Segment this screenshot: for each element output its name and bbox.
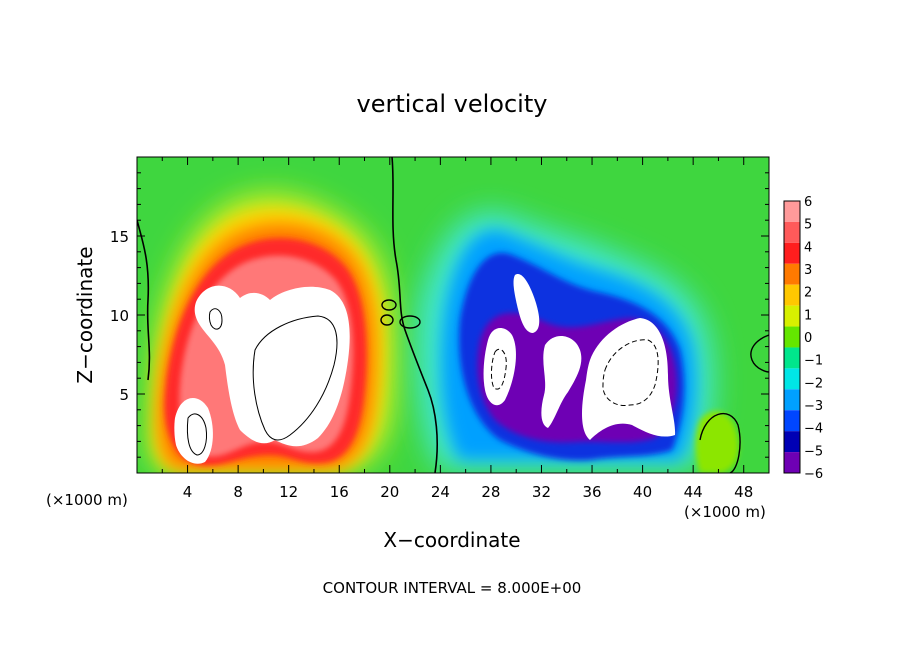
- colorbar-frame: [783, 200, 801, 474]
- chart-title: vertical velocity: [357, 90, 548, 118]
- x-tick-label: 4: [183, 483, 193, 501]
- x-tick-label: 48: [734, 483, 753, 501]
- colorbar-label: 1: [804, 308, 812, 323]
- downdraft-core-b: [483, 328, 516, 406]
- colorbar: 6 5 4 3 2 1 0 −1 −2 −3 −4 −5 −6: [783, 195, 823, 482]
- x-tick-label: 24: [431, 483, 450, 501]
- colorbar-swatch: [784, 368, 800, 390]
- y-axis-label: Z−coordinate: [73, 246, 97, 383]
- right-green-blob: [695, 411, 739, 473]
- colorbar-label: 5: [804, 218, 812, 233]
- zero-contour-left: [137, 219, 151, 381]
- x-tick-label: 20: [380, 483, 399, 501]
- x-tick-label: 12: [279, 483, 298, 501]
- colorbar-label: 6: [804, 195, 812, 210]
- colorbar-label: 0: [804, 331, 812, 346]
- plot-area: [137, 157, 769, 473]
- small-contour-2: [380, 314, 394, 326]
- downdraft-core-a: [513, 274, 540, 333]
- updraft-contour-lower: [186, 413, 207, 456]
- x-tick-label: 32: [532, 483, 551, 501]
- colorbar-swatch: [784, 284, 800, 306]
- colorbar-swatch: [784, 263, 800, 285]
- small-contour-3: [399, 315, 421, 329]
- updraft-core: [194, 285, 350, 447]
- updraft-region: [149, 192, 397, 473]
- x-tick-label: 44: [684, 483, 703, 501]
- x-unit-right: (×1000 m): [684, 503, 766, 521]
- y-axis-ticks: 5 10 15: [110, 172, 769, 458]
- y-tick-label: 15: [110, 228, 129, 246]
- x-tick-label: 40: [633, 483, 652, 501]
- x-tick-label: 36: [582, 483, 601, 501]
- downdraft-contour-b: [602, 339, 659, 407]
- downdraft-core-d: [582, 318, 676, 440]
- right-contour: [699, 413, 741, 473]
- colorbar-label: 4: [804, 240, 812, 255]
- small-contour-1: [381, 299, 397, 311]
- colorbar-label: −6: [804, 467, 823, 482]
- x-axis-ticks: 4 8 12 16 20 24 28 32 36 40 44 48: [161, 157, 753, 501]
- colorbar-label: −2: [804, 376, 823, 391]
- updraft-contour-small: [208, 308, 223, 330]
- colorbar-swatch: [784, 326, 800, 348]
- colorbar-swatch: [784, 347, 800, 369]
- colorbar-label: 3: [804, 263, 812, 278]
- updraft-core-lower: [174, 397, 213, 464]
- colorbar-label: −4: [804, 422, 823, 437]
- x-unit-left: (×1000 m): [46, 491, 128, 509]
- colorbar-swatch: [784, 242, 800, 264]
- updraft-contour: [252, 315, 338, 441]
- colorbar-swatch: [784, 201, 800, 222]
- colorbar-swatch: [784, 410, 800, 432]
- colorbar-label: −3: [804, 399, 823, 414]
- colorbar-swatch: [784, 305, 800, 327]
- downdraft-contour-a: [491, 348, 507, 390]
- right-edge-contour: [750, 334, 769, 373]
- zero-contour-mid: [391, 157, 439, 473]
- y-tick-label: 5: [119, 386, 129, 404]
- colorbar-swatch: [784, 431, 800, 453]
- x-tick-label: 28: [481, 483, 500, 501]
- colorbar-swatch: [784, 389, 800, 411]
- colorbar-swatch: [784, 221, 800, 243]
- colorbar-label: 2: [804, 286, 812, 301]
- downdraft-region: [416, 211, 715, 470]
- colorbar-label: −1: [804, 354, 823, 369]
- y-tick-label: 10: [110, 307, 129, 325]
- x-tick-label: 16: [330, 483, 349, 501]
- x-axis-label: X−coordinate: [383, 528, 520, 552]
- colorbar-label: −5: [804, 444, 823, 459]
- colorbar-swatch: [784, 452, 800, 473]
- downdraft-core-c: [541, 335, 582, 428]
- x-tick-label: 8: [233, 483, 243, 501]
- contour-interval-footer: CONTOUR INTERVAL = 8.000E+00: [323, 579, 582, 597]
